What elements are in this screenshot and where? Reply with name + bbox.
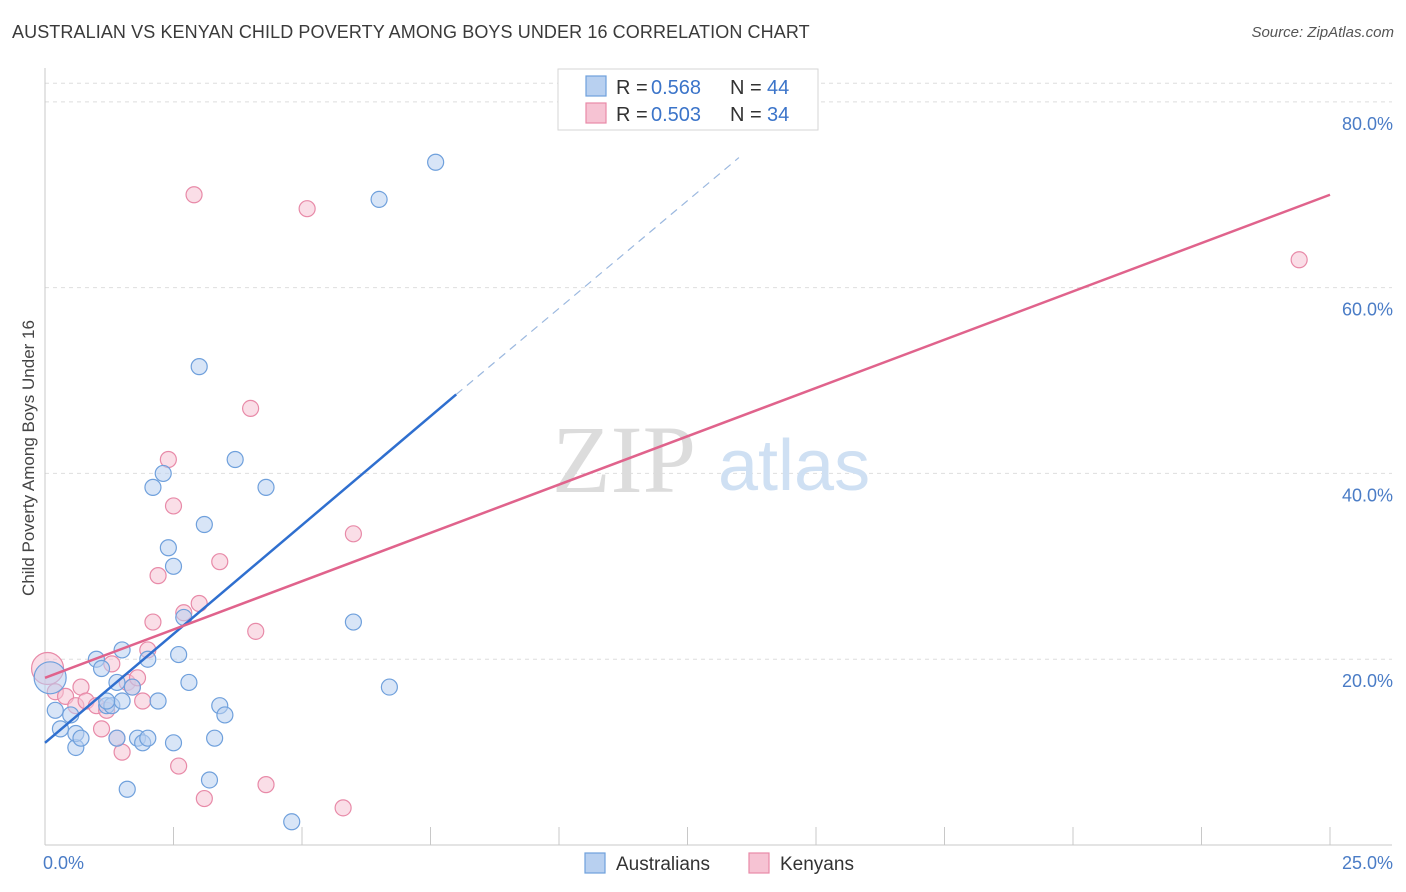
point-australians	[226, 450, 244, 469]
point-australians	[206, 729, 224, 747]
legend-n-label-australians: N =	[730, 77, 762, 99]
watermark-atlas: atlas	[718, 426, 870, 506]
trend-line-australians-extension	[455, 157, 740, 395]
point-australians	[144, 478, 162, 496]
point-australians	[46, 701, 64, 719]
watermark: ZIP atlas	[552, 406, 870, 513]
legend-label-australians: Australians	[616, 854, 710, 875]
legend-r-label-australians: R =	[616, 77, 648, 99]
point-kenyans	[195, 789, 213, 808]
point-kenyans	[170, 757, 188, 775]
point-kenyans	[92, 720, 111, 738]
point-australians	[154, 464, 172, 483]
point-kenyans	[164, 497, 183, 515]
y-tick-label: 40.0%	[1342, 485, 1393, 505]
legend-swatch-kenyans	[585, 102, 607, 124]
point-australians	[190, 358, 208, 376]
point-australians	[283, 813, 301, 831]
point-australians	[180, 673, 198, 692]
legend-swatch-bottom-kenyans	[748, 852, 770, 874]
chart-title: AUSTRALIAN VS KENYAN CHILD POVERTY AMONG…	[12, 22, 810, 42]
y-tick-label: 20.0%	[1342, 671, 1393, 691]
point-australians	[139, 729, 157, 747]
legend-swatch-australians	[585, 75, 607, 97]
legend-n-value-kenyans: 34	[767, 104, 789, 126]
point-kenyans	[149, 567, 167, 585]
stats-legend: R = 0.568 N = 44 R = 0.503 N = 34	[557, 68, 819, 131]
point-australians	[344, 613, 362, 631]
point-australians	[159, 539, 177, 557]
trend-line-kenyans	[44, 193, 1331, 679]
point-australians	[113, 692, 131, 710]
legend-n-label-kenyans: N =	[730, 104, 762, 126]
trend-line-australians	[44, 393, 458, 744]
point-kenyans	[242, 399, 260, 418]
point-australians	[370, 190, 388, 209]
point-australians	[164, 557, 183, 575]
legend-r-value-kenyans: 0.503	[651, 104, 701, 126]
legend-r-label-kenyans: R =	[616, 104, 648, 126]
y-tick-label: 80.0%	[1342, 114, 1393, 134]
legend-swatch-bottom-australians	[584, 852, 606, 874]
point-kenyans	[211, 553, 229, 571]
point-kenyans	[185, 186, 203, 204]
point-australians	[170, 645, 188, 664]
tick-labels: 20.0% 40.0% 60.0% 80.0% 0.0% 25.0%	[43, 114, 1393, 873]
chart-source: Source: ZipAtlas.com	[1251, 24, 1394, 41]
point-kenyans	[298, 200, 316, 218]
point-kenyans	[144, 613, 162, 631]
point-australians	[72, 729, 90, 747]
point-australians	[33, 661, 67, 695]
point-kenyans	[344, 525, 362, 543]
trend-lines	[44, 157, 1331, 744]
series-australians	[33, 153, 445, 831]
point-australians	[200, 771, 219, 789]
point-kenyans	[334, 799, 352, 817]
point-kenyans	[1290, 251, 1308, 269]
point-australians	[92, 659, 111, 678]
series-legend: Australians Kenyans	[584, 852, 854, 875]
legend-label-kenyans: Kenyans	[780, 854, 854, 875]
axes	[44, 68, 1392, 846]
legend-n-value-australians: 44	[767, 77, 789, 99]
point-australians	[98, 692, 116, 710]
point-kenyans	[134, 692, 152, 710]
point-australians	[216, 706, 234, 724]
point-australians	[108, 729, 126, 747]
point-kenyans	[257, 776, 275, 794]
point-australians	[123, 678, 141, 696]
x-tick-label-max: 25.0%	[1342, 853, 1393, 873]
point-kenyans	[247, 622, 265, 640]
point-australians	[139, 650, 157, 668]
point-australians	[195, 515, 213, 534]
x-tick-label-min: 0.0%	[43, 853, 84, 873]
point-australians	[149, 692, 167, 710]
legend-r-value-australians: 0.568	[651, 77, 701, 99]
point-australians	[427, 153, 445, 171]
y-tick-label: 60.0%	[1342, 300, 1393, 320]
point-australians	[164, 734, 183, 752]
point-australians	[257, 478, 275, 496]
y-axis-label: Child Poverty Among Boys Under 16	[19, 320, 38, 596]
point-australians	[380, 678, 398, 696]
point-australians	[118, 780, 136, 798]
